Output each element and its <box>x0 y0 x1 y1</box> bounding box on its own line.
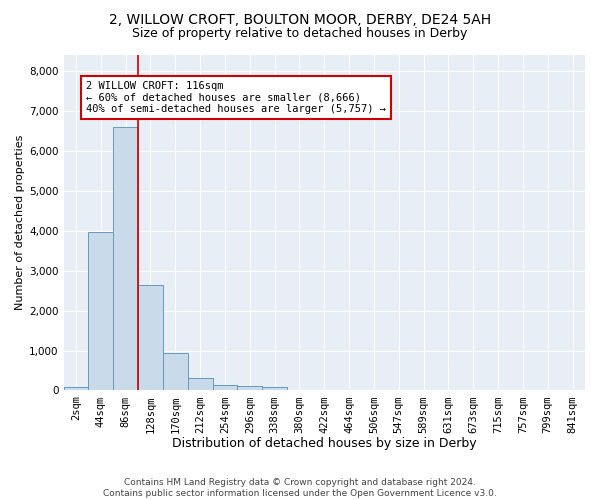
Bar <box>88 232 113 390</box>
Text: 2 WILLOW CROFT: 116sqm
← 60% of detached houses are smaller (8,666)
40% of semi-: 2 WILLOW CROFT: 116sqm ← 60% of detached… <box>86 81 386 114</box>
Bar <box>138 286 163 391</box>
Text: 2, WILLOW CROFT, BOULTON MOOR, DERBY, DE24 5AH: 2, WILLOW CROFT, BOULTON MOOR, DERBY, DE… <box>109 12 491 26</box>
Bar <box>188 378 212 390</box>
Text: Contains HM Land Registry data © Crown copyright and database right 2024.
Contai: Contains HM Land Registry data © Crown c… <box>103 478 497 498</box>
Bar <box>113 127 138 390</box>
Bar <box>238 386 262 390</box>
Bar <box>262 388 287 390</box>
X-axis label: Distribution of detached houses by size in Derby: Distribution of detached houses by size … <box>172 437 476 450</box>
Y-axis label: Number of detached properties: Number of detached properties <box>15 135 25 310</box>
Bar <box>212 386 238 390</box>
Text: Size of property relative to detached houses in Derby: Size of property relative to detached ho… <box>133 28 467 40</box>
Bar <box>64 388 88 390</box>
Bar <box>163 352 188 391</box>
